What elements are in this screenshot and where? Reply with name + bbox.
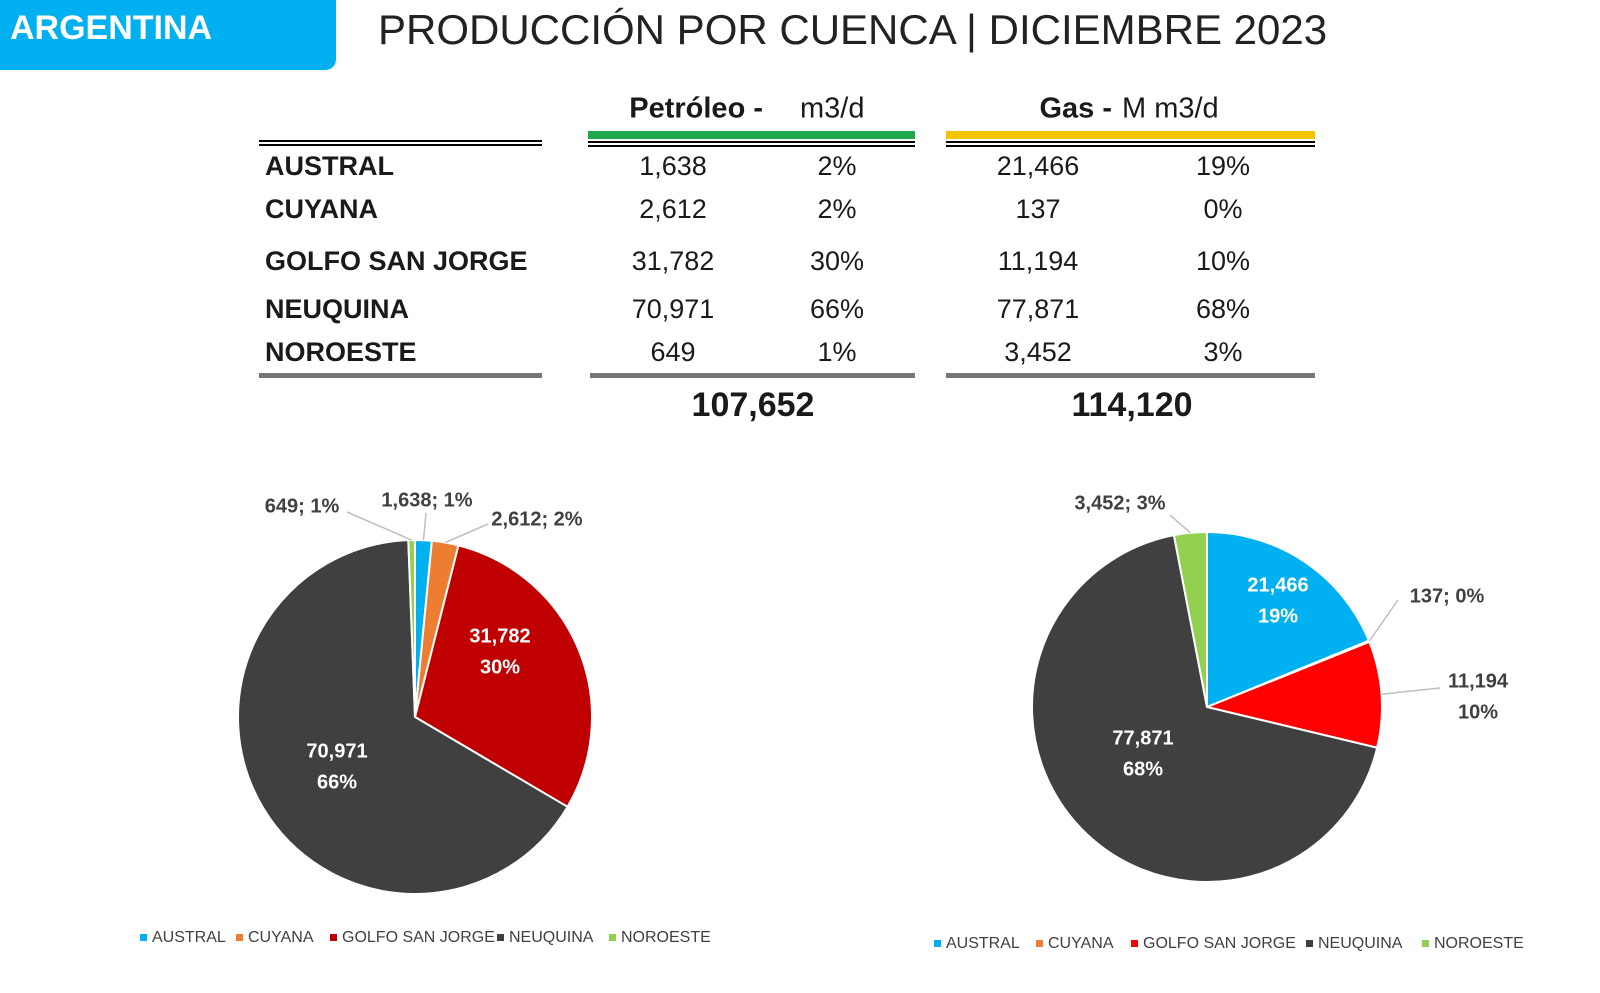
legend-swatch [1036,940,1043,947]
table: AUSTRAL 1,638 2% 21,466 19% CUYANA 2,612 2% 137 0… [265,151,1250,424]
cell: 19% [1196,151,1250,181]
oil-unit: m3/d [800,93,864,125]
data-label: 77,871 [1112,727,1173,749]
row-name: GOLFO SAN JORGE [265,246,528,276]
data-label: 2,612; 2% [491,508,582,530]
data-label: 10% [1458,701,1498,723]
slice [1206,530,1371,709]
legend-label: AUSTRAL [946,935,1020,952]
data-label: 21,466 [1247,574,1308,596]
cell: 137 [1015,194,1060,224]
legend-swatch [609,934,616,941]
legend-label: CUYANA [1048,935,1114,952]
leader-line [346,511,412,541]
data-label: 3,452; 3% [1074,492,1165,514]
cell: 3,452 [1004,337,1072,367]
data-label: 649; 1% [265,495,340,517]
cell: 68% [1196,294,1250,324]
cell: 31,782 [632,246,715,276]
legend-label: NEUQUINA [1318,935,1403,952]
data-label: 31,782 [469,625,530,647]
badge-bg [0,0,336,70]
pie: 1,638; 1% 2,612; 2% 31,782 30% 70,971 66% 649;… [140,489,711,946]
cell: 1% [817,337,856,367]
legend-label: CUYANA [248,929,314,946]
data-label: 19% [1258,605,1298,627]
slice [1172,530,1208,708]
legend-label: GOLFO SAN JORGE [342,929,495,946]
rules [259,131,1315,378]
data-label: 68% [1123,758,1163,780]
cell: 2% [817,151,856,181]
cell: 30% [810,246,864,276]
cell: 11,194 [998,246,1079,276]
slice [413,544,593,809]
leader-line [444,523,489,544]
legend-label: NEUQUINA [509,929,594,946]
gas-unit: M m3/d [1122,93,1219,125]
data-label: 137; 0% [1410,585,1485,607]
legend-swatch [1422,940,1429,947]
data-label: 70,971 [306,740,367,762]
cell: 0% [1203,194,1242,224]
total: 107,652 [692,386,815,424]
pie: 21,466 19% 137; 0% 11,194 10% 77,871 68% 3,452;… [934,492,1524,952]
leader-line [1169,514,1191,534]
cell: 66% [810,294,864,324]
data-label: 11,194 [1448,670,1509,692]
total: 114,120 [1071,386,1192,424]
legend-swatch [1306,940,1313,947]
legend-swatch [140,934,147,941]
row-name: CUYANA [265,194,378,224]
legend-label: NOROESTE [621,929,711,946]
badge: ARGENTINA [10,9,212,47]
data-label: 1,638; 1% [381,489,472,511]
slice [1031,533,1379,883]
row-name: NOROESTE [265,337,417,367]
cell: 21,466 [997,151,1080,181]
legend-swatch [330,934,337,941]
cell: 77,871 [997,294,1080,324]
cell: 3% [1203,337,1242,367]
leader-line [1381,687,1441,695]
legend-label: AUSTRAL [152,929,226,946]
data-label: 66% [317,771,357,793]
oil-header: Petróleo - [629,93,763,125]
legend-swatch [934,940,941,947]
cell: 2,612 [639,194,707,224]
slice [237,539,569,895]
cell: 649 [650,337,695,367]
cell: 1,638 [639,151,707,181]
cell: 2% [817,194,856,224]
title: PRODUCCIÓN POR CUENCA | DICIEMBRE 2023 [378,6,1327,53]
row-name: AUSTRAL [265,151,394,181]
gas-header: Gas - [1039,93,1112,125]
leader-line [1368,599,1399,642]
legend-label: NOROESTE [1434,935,1524,952]
legend-swatch [236,934,243,941]
cell: 10% [1196,246,1250,276]
cell: 70,971 [632,294,715,324]
legend-swatch [497,934,504,941]
legend-swatch [1131,940,1138,947]
legend-label: GOLFO SAN JORGE [1143,935,1296,952]
charts: 1,638; 1% 2,612; 2% 31,782 30% 70,971 66% 649;… [140,489,1524,952]
data-label: 30% [480,656,520,678]
row-name: NEUQUINA [265,294,409,324]
leader-line [422,512,427,541]
